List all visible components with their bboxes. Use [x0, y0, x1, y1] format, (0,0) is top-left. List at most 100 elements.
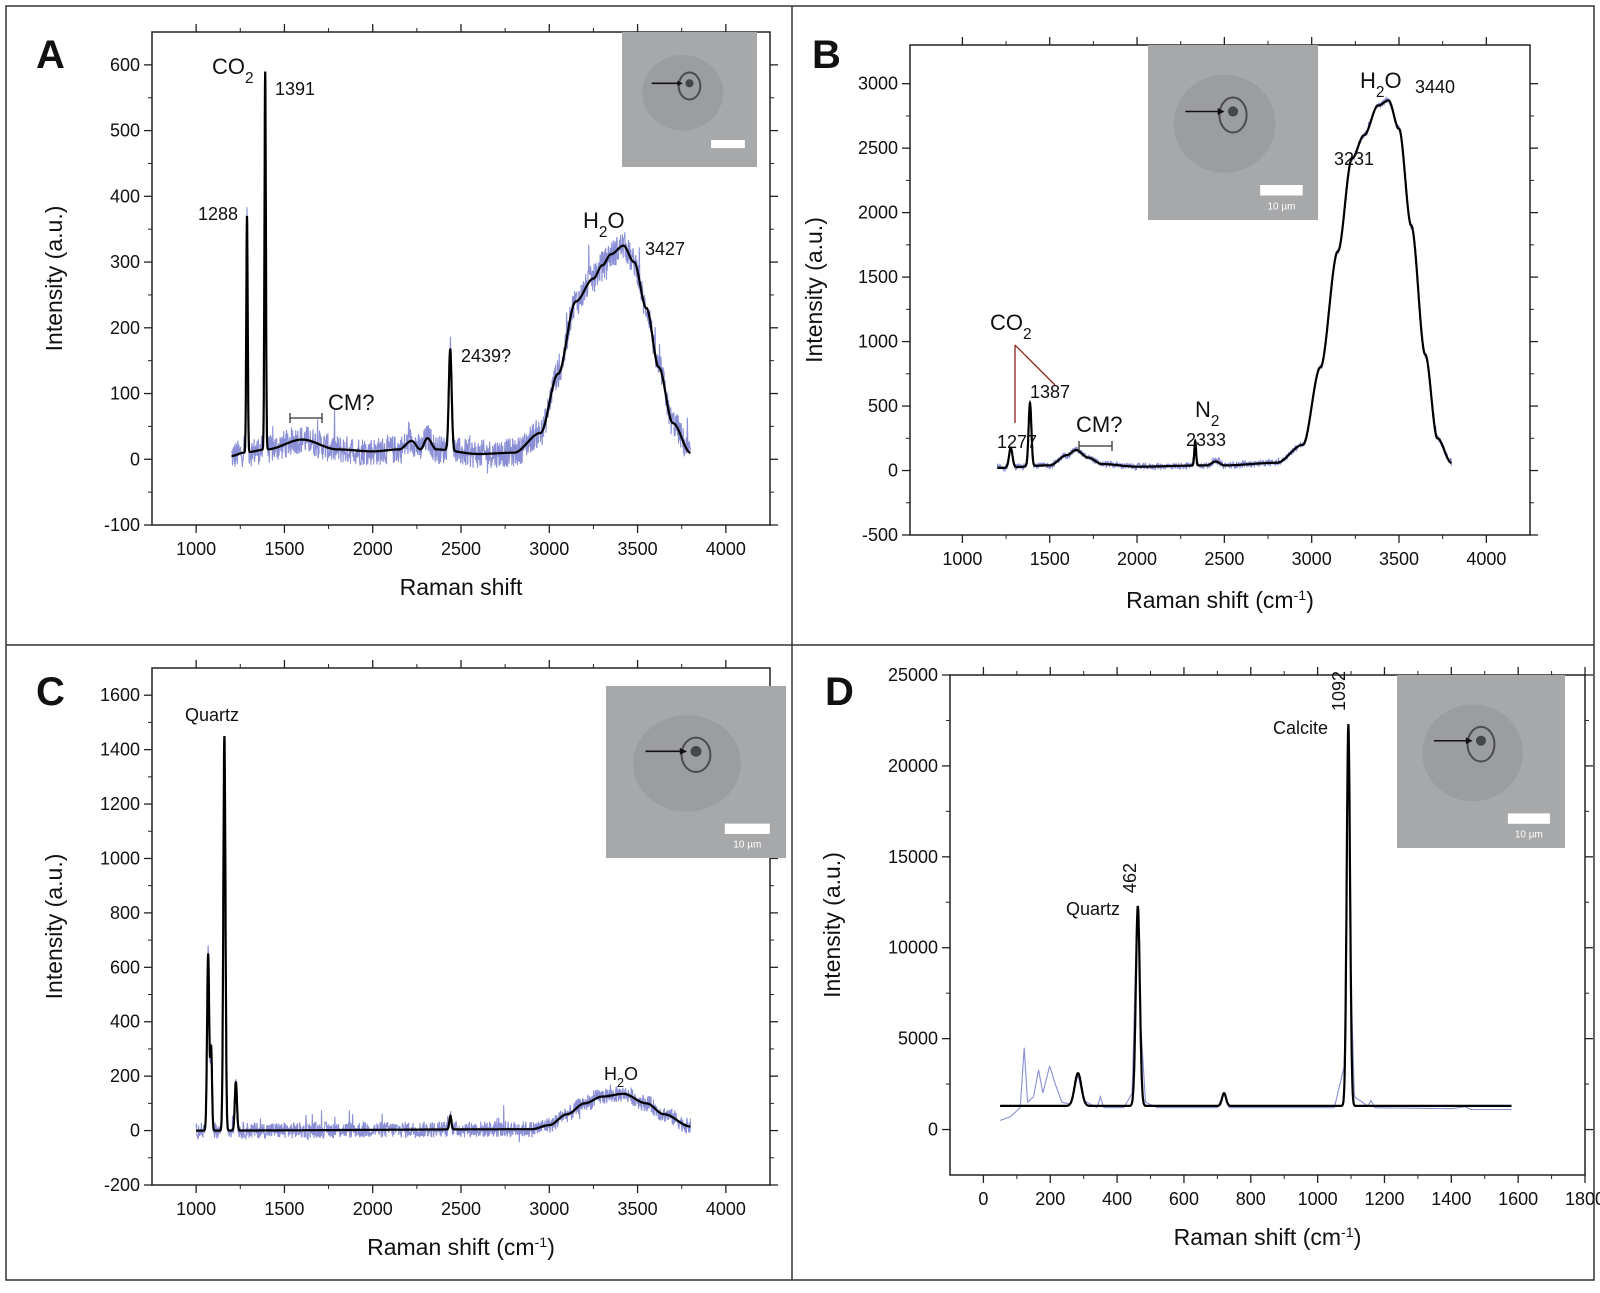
x-tick-label: 3000: [529, 1199, 569, 1219]
x-tick-label: 3500: [618, 1199, 658, 1219]
y-tick-label: 100: [110, 384, 140, 404]
x-tick-label: 2000: [353, 539, 393, 559]
x-tick-label: 4000: [706, 539, 746, 559]
peak-3231-label: 3231: [1334, 149, 1374, 169]
inset-micrograph: 10 µm: [606, 686, 786, 858]
y-tick-label: 500: [868, 396, 898, 416]
inset-shade: [1173, 74, 1276, 173]
raw-spectrum-series: [231, 83, 692, 474]
x-tick-label: 1600: [1498, 1189, 1538, 1209]
x-tick-label: 3500: [618, 539, 658, 559]
y-tick-label: 400: [110, 186, 140, 206]
y-axis-title: Intensity (a.u.): [801, 217, 827, 363]
y-tick-label: 0: [928, 1120, 938, 1140]
x-tick-label: 2000: [1117, 549, 1157, 569]
y-tick-label: 10000: [888, 938, 938, 958]
panel-letter: B: [812, 33, 841, 77]
co2-label: CO2: [212, 54, 254, 87]
scale-bar: [1507, 813, 1550, 824]
scale-bar: [711, 140, 745, 149]
n2-label: N2: [1195, 397, 1219, 430]
x-tick-label: 2000: [353, 1199, 393, 1219]
x-tick-label: 4000: [1466, 549, 1506, 569]
panel-c: 1000 1500 2000 2500 3000 3500 4000 -200 0 200 400 6…: [36, 660, 786, 1260]
fluid-inclusion-shape: [1466, 725, 1496, 763]
fitted-spectrum-series: [1000, 724, 1512, 1107]
calcite-label: Calcite: [1273, 718, 1328, 738]
inset-arrow-head: [679, 747, 687, 755]
y-tick-label: 2500: [858, 138, 898, 158]
x-tick-label: 2500: [441, 539, 481, 559]
inset-shade: [633, 715, 741, 812]
x-axis-title: Raman shift (cm-1): [367, 1234, 555, 1260]
x-tick-label: 1000: [176, 1199, 216, 1219]
y-tick-label: 0: [130, 1121, 140, 1141]
x-tick-label: 1000: [1298, 1189, 1338, 1209]
y-tick-label: 20000: [888, 756, 938, 776]
vapour-bubble: [690, 745, 702, 757]
y-tick-label: 600: [110, 957, 140, 977]
x-tick-label: 2500: [1204, 549, 1244, 569]
scale-bar-label: 10 µm: [1515, 830, 1543, 841]
y-axis-title: Intensity (a.u.): [819, 852, 845, 998]
x-tick-label: 2500: [441, 1199, 481, 1219]
x-axis-title: Raman shift (cm-1): [1126, 587, 1314, 613]
y-tick-label: 2000: [858, 203, 898, 223]
x-tick-label: 1500: [1030, 549, 1070, 569]
peak-1391-label: 1391: [275, 79, 315, 99]
vapour-bubble: [685, 79, 694, 88]
y-tick-label: 0: [888, 461, 898, 481]
scale-bar: [724, 823, 770, 834]
panel-b: 1000 1500 2000 2500 3000 3500 4000 -500 0 500 1000…: [801, 33, 1538, 613]
quartz-label: Quartz: [185, 705, 239, 725]
y-tick-label: 400: [110, 1012, 140, 1032]
cm-label: CM?: [1076, 412, 1122, 437]
x-tick-label: 1500: [264, 539, 304, 559]
scale-bar-label: 10 µm: [733, 840, 761, 851]
y-tick-label: 600: [110, 55, 140, 75]
y-tick-label: -100: [104, 515, 140, 535]
peak-462-label: 462: [1120, 863, 1140, 893]
inset-shade: [642, 54, 724, 131]
h2o-label: H2O: [1360, 68, 1402, 101]
peak-3440-label: 3440: [1415, 77, 1455, 97]
plot-frame: [949, 674, 1586, 1176]
co2-pointer-1387: [1014, 344, 1056, 386]
panel-letter: C: [36, 670, 65, 714]
y-axis-title: Intensity (a.u.): [41, 206, 67, 352]
x-tick-label: 1000: [942, 549, 982, 569]
fitted-spectrum-series: [231, 71, 691, 458]
inset-micrograph: [622, 32, 757, 167]
peak-1092-label: 1092: [1329, 671, 1349, 711]
x-tick-label: 600: [1169, 1189, 1199, 1209]
inset-arrow-head: [1217, 108, 1225, 115]
y-tick-label: 500: [110, 121, 140, 141]
peak-1277-label: 1277: [997, 432, 1037, 452]
y-tick-label: 1400: [100, 740, 140, 760]
vapour-bubble: [1227, 106, 1239, 117]
x-tick-label: 3500: [1379, 549, 1419, 569]
inset-arrow-head: [1465, 737, 1473, 745]
y-tick-label: 200: [110, 318, 140, 338]
fitted-spectrum-series: [196, 735, 691, 1132]
y-axis-title: Intensity (a.u.): [41, 854, 67, 1000]
x-axis-title: Raman shift: [400, 574, 523, 600]
quartz-label: Quartz: [1066, 899, 1120, 919]
y-tick-label: 1500: [858, 267, 898, 287]
scale-bar: [1260, 185, 1303, 196]
inset-shade: [1422, 704, 1523, 802]
outer-border: [5, 5, 1595, 1281]
inset-micrograph: 10 µm: [1397, 675, 1565, 848]
h2o-label: H2O: [583, 208, 625, 241]
x-tick-label: 200: [1035, 1189, 1065, 1209]
panel-a: 1000 1500 2000 2500 3000 3500 4000 -100 0 100 200 3…: [36, 24, 778, 600]
y-tick-label: 1600: [100, 685, 140, 705]
h2o-label: H2O: [604, 1064, 638, 1090]
y-tick-label: -500: [862, 525, 898, 545]
y-tick-label: 1200: [100, 794, 140, 814]
panel-letter: D: [825, 670, 854, 714]
x-tick-label: 3000: [1292, 549, 1332, 569]
y-tick-label: 15000: [888, 847, 938, 867]
y-tick-label: -200: [104, 1175, 140, 1195]
